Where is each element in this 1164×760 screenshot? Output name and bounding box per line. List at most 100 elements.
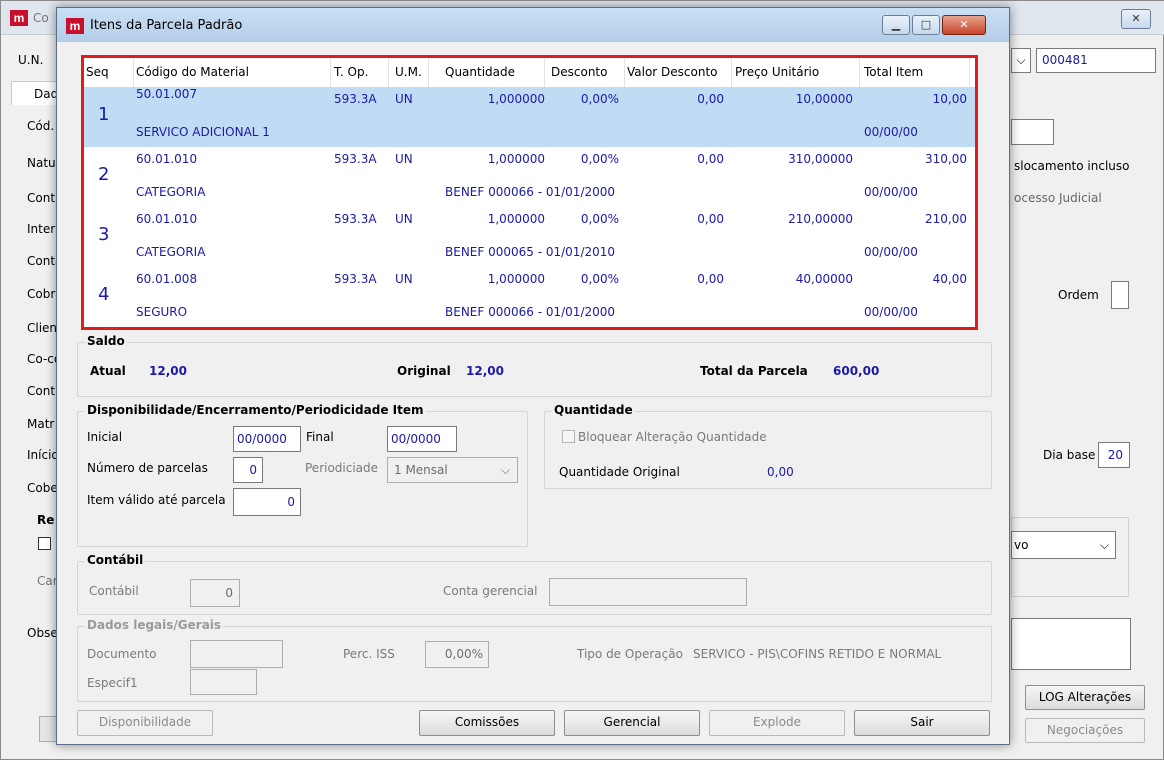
negociacoes-button[interactable]: Negociações bbox=[1025, 718, 1145, 743]
chevron-down-icon: ⌵ bbox=[500, 463, 510, 477]
row-valor-desconto: 0,00 bbox=[697, 212, 724, 226]
saldo-title: Saldo bbox=[85, 334, 127, 348]
minimize-icon[interactable]: ▁ bbox=[882, 15, 910, 35]
ordem-field[interactable] bbox=[1111, 281, 1129, 309]
documento-label: Documento bbox=[87, 647, 157, 661]
column-header-quantidade[interactable]: Quantidade bbox=[445, 58, 545, 88]
close-icon[interactable]: ✕ bbox=[942, 15, 986, 35]
iss-field[interactable]: 0,00% bbox=[425, 641, 489, 668]
code-field[interactable]: 000481 bbox=[1036, 48, 1156, 73]
row-um: UN bbox=[395, 92, 413, 106]
bloquear-label: Bloquear Alteração Quantidade bbox=[578, 430, 767, 444]
row-valor-desconto: 0,00 bbox=[697, 272, 724, 286]
final-field[interactable]: 00/0000 bbox=[387, 426, 457, 452]
row-descricao: CATEGORIA bbox=[136, 245, 206, 259]
row-um: UN bbox=[395, 272, 413, 286]
saldo-group bbox=[77, 342, 992, 397]
valido-field[interactable]: 0 bbox=[233, 488, 301, 516]
processo-label: ocesso Judicial bbox=[1014, 191, 1102, 205]
gerencial-button[interactable]: Gerencial bbox=[564, 710, 700, 736]
column-header-seq[interactable]: Seq bbox=[86, 58, 134, 88]
row-seq: 2 bbox=[98, 164, 110, 185]
table-row[interactable]: 1 50.01.007 593.3A UN 1,000000 0,00% 0,0… bbox=[84, 87, 975, 147]
side-label: Início bbox=[27, 448, 59, 462]
row-valor-desconto: 0,00 bbox=[697, 92, 724, 106]
row-um: UN bbox=[395, 152, 413, 166]
side-label: Matr bbox=[27, 417, 55, 431]
side-label: Co-co bbox=[27, 352, 62, 366]
quantidade-group bbox=[544, 411, 992, 489]
row-descricao: SERVICO ADICIONAL 1 bbox=[136, 125, 270, 139]
row-desconto: 0,00% bbox=[580, 212, 619, 226]
periodicidade-select[interactable]: 1 Mensal ⌵ bbox=[387, 457, 518, 483]
row-preco: 310,00000 bbox=[788, 152, 853, 166]
background-combo[interactable]: vo ⌵ bbox=[1011, 531, 1116, 559]
row-data: 00/00/00 bbox=[864, 245, 918, 259]
column-header-valor-desconto[interactable]: Valor Desconto bbox=[627, 58, 732, 88]
inicial-label: Inicial bbox=[87, 430, 123, 444]
row-data: 00/00/00 bbox=[864, 125, 918, 139]
tipo-operacao-value: SERVICO - PIS\COFINS RETIDO E NORMAL bbox=[693, 647, 942, 661]
final-label: Final bbox=[306, 430, 334, 444]
row-benef: BENEF 000065 - 01/01/2010 bbox=[445, 245, 616, 259]
column-header-preco[interactable]: Preço Unitário bbox=[735, 58, 860, 88]
background-checkbox[interactable] bbox=[38, 537, 51, 550]
observation-field[interactable] bbox=[1011, 618, 1131, 670]
documento-field[interactable] bbox=[190, 640, 283, 668]
total-parcela-label: Total da Parcela bbox=[700, 364, 808, 378]
original-label: Original bbox=[397, 364, 451, 378]
row-top: 593.3A bbox=[334, 212, 377, 226]
app-logo-icon: m bbox=[66, 18, 84, 34]
row-total: 40,00 bbox=[932, 272, 967, 286]
column-header-total[interactable]: Total Item bbox=[864, 58, 970, 88]
obs-fragment: Obse bbox=[27, 626, 58, 640]
contabil-label: Contábil bbox=[89, 584, 139, 598]
contabil-field[interactable]: 0 bbox=[190, 579, 240, 607]
maximize-icon[interactable]: □ bbox=[912, 15, 940, 35]
parcelas-field[interactable]: 0 bbox=[233, 457, 263, 483]
bloquear-checkbox[interactable] bbox=[562, 430, 575, 443]
column-header-top[interactable]: T. Op. bbox=[334, 58, 389, 88]
gerencial-label: Conta gerencial bbox=[443, 584, 538, 598]
especif-field[interactable] bbox=[190, 669, 257, 695]
inicial-field[interactable]: 00/0000 bbox=[233, 426, 301, 452]
row-desconto: 0,00% bbox=[580, 152, 619, 166]
section-fragment: Re bbox=[37, 513, 55, 527]
items-grid[interactable]: Seq Código do Material T. Op. U.M. Quant… bbox=[81, 55, 978, 330]
row-preco: 210,00000 bbox=[788, 212, 853, 226]
disponibilidade-title: Disponibilidade/Encerramento/Periodicida… bbox=[85, 403, 426, 417]
chevron-down-icon[interactable]: ⌵ bbox=[1011, 48, 1031, 73]
background-field[interactable] bbox=[1011, 119, 1054, 145]
column-header-um[interactable]: U.M. bbox=[395, 58, 429, 88]
background-close-icon[interactable]: ✕ bbox=[1121, 9, 1151, 29]
sair-button[interactable]: Sair bbox=[854, 710, 990, 736]
comissoes-button[interactable]: Comissões bbox=[419, 710, 555, 736]
row-descricao: SEGURO bbox=[136, 305, 188, 319]
column-header-desconto[interactable]: Desconto bbox=[551, 58, 625, 88]
side-label: Cont bbox=[27, 191, 56, 205]
tab-dados[interactable]: Dad bbox=[11, 81, 63, 105]
grid-scrollbar[interactable]: ▲ ▼ bbox=[977, 58, 978, 328]
dialog-titlebar: m Itens da Parcela Padrão ▁ □ ✕ bbox=[57, 8, 1009, 42]
side-label: Inter bbox=[27, 222, 56, 236]
dia-base-field[interactable]: 20 bbox=[1098, 442, 1130, 468]
gerencial-field[interactable] bbox=[549, 578, 747, 606]
dados-legais-group bbox=[77, 626, 992, 702]
dia-base-label: Dia base bbox=[1043, 448, 1096, 462]
quantidade-original-value: 0,00 bbox=[767, 465, 794, 479]
app-logo-icon: m bbox=[10, 10, 28, 26]
table-row[interactable]: 2 60.01.010 593.3A UN 1,000000 0,00% 0,0… bbox=[84, 147, 975, 207]
explode-button[interactable]: Explode bbox=[709, 710, 845, 736]
deslocamento-label: slocamento incluso bbox=[1014, 159, 1130, 173]
side-label: Cód. bbox=[27, 119, 55, 133]
table-row[interactable]: 3 60.01.010 593.3A UN 1,000000 0,00% 0,0… bbox=[84, 207, 975, 267]
table-row[interactable]: 4 60.01.008 593.3A UN 1,000000 0,00% 0,0… bbox=[84, 267, 975, 327]
log-alteracoes-button[interactable]: LOG Alterações bbox=[1025, 685, 1145, 710]
car-fragment: Car bbox=[37, 574, 58, 588]
valido-label: Item válido até parcela bbox=[87, 493, 226, 507]
row-valor-desconto: 0,00 bbox=[697, 152, 724, 166]
disponibilidade-button[interactable]: Disponibilidade bbox=[77, 710, 213, 736]
tipo-operacao-label: Tipo de Operação bbox=[577, 647, 683, 661]
column-header-codigo[interactable]: Código do Material bbox=[136, 58, 331, 88]
itens-parcela-dialog: m Itens da Parcela Padrão ▁ □ ✕ Seq Códi… bbox=[56, 7, 1010, 745]
